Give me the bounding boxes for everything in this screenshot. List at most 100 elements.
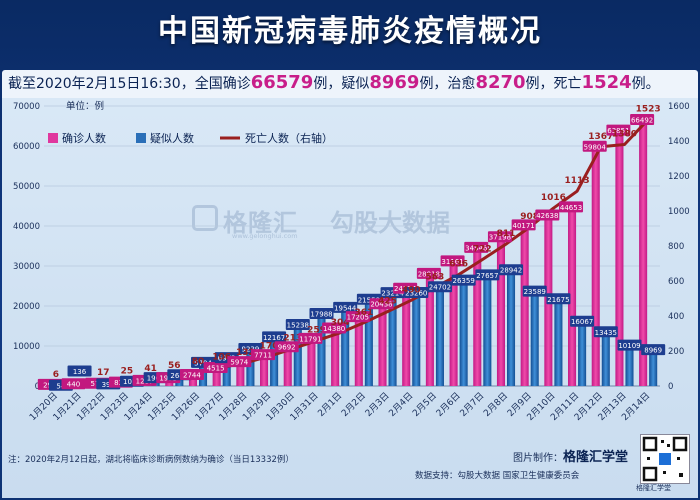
y-right-tick-label: 1400 xyxy=(668,137,690,147)
data-label-suspected: 1072 xyxy=(123,378,141,386)
bar-confirmed xyxy=(591,146,600,386)
y-left-tick-label: 10000 xyxy=(13,342,40,352)
footnote: 注：2020年2月12日起，湖北将临床诊断病例数纳为确诊（当日13332例） xyxy=(8,455,294,465)
bar-suspected xyxy=(317,314,326,386)
data-label-box-confirmed xyxy=(582,140,607,152)
data-label-box-confirmed xyxy=(322,322,347,334)
bar-suspected xyxy=(364,299,373,386)
bar-suspected xyxy=(483,275,492,386)
data-label-confirmed: 34546 xyxy=(465,244,488,252)
data-label-box-confirmed xyxy=(606,124,631,136)
data-label-box-suspected xyxy=(451,274,476,286)
data-label-suspected: 23589 xyxy=(524,288,546,296)
x-tick-label: 2月7日 xyxy=(458,390,487,419)
bar-suspected xyxy=(270,337,279,386)
data-label-confirmed: 20438 xyxy=(370,301,392,309)
data-label-box-suspected xyxy=(617,339,642,351)
data-label-deaths: 56 xyxy=(168,361,181,371)
headline-suffix: 例。 xyxy=(631,76,660,92)
data-label-box-suspected xyxy=(309,308,334,320)
bar-suspected xyxy=(293,325,302,386)
data-label-suspected: 1965 xyxy=(147,375,165,383)
bar-confirmed xyxy=(188,375,197,386)
y-right-tick-label: 1600 xyxy=(668,102,690,112)
legend-swatch-confirmed xyxy=(48,133,58,143)
data-label-suspected: 21675 xyxy=(547,296,569,304)
unit-label: 单位：例 xyxy=(66,100,104,112)
data-label-suspected: 13435 xyxy=(595,329,617,337)
data-label-box-suspected xyxy=(641,344,666,356)
page-title: 中国新冠病毒肺炎疫情概况 xyxy=(158,14,542,49)
data-label-deaths: 563 xyxy=(426,272,445,282)
x-tick-label: 2月4日 xyxy=(387,390,416,419)
data-label-box-suspected xyxy=(499,264,524,276)
data-label-suspected: 54 xyxy=(56,382,65,390)
bar-confirmed xyxy=(236,362,245,386)
data-label-box-suspected xyxy=(522,285,547,297)
data-label-suspected: 19544 xyxy=(334,304,357,312)
bar-confirmed xyxy=(212,367,221,386)
data-label-box-confirmed xyxy=(535,209,560,221)
y-left-tick-label: 0 xyxy=(35,382,40,392)
y-right-tick-label: 1000 xyxy=(668,207,690,217)
data-label-suspected: 28942 xyxy=(500,267,522,275)
bar-confirmed xyxy=(473,247,482,386)
data-label-deaths: 170 xyxy=(260,341,279,351)
qr-code-icon[interactable] xyxy=(640,434,690,484)
bar-confirmed xyxy=(425,273,434,386)
data-label-confirmed: 31161 xyxy=(441,258,463,266)
bar-confirmed xyxy=(354,317,363,386)
data-label-suspected: 10109 xyxy=(618,342,640,350)
data-label-deaths: 17 xyxy=(97,368,110,378)
data-label-deaths: 80 xyxy=(192,357,205,367)
bar-suspected xyxy=(435,287,444,386)
data-label-box-confirmed xyxy=(487,231,512,243)
data-label-deaths: 41 xyxy=(144,364,157,374)
data-label-deaths: 361 xyxy=(354,308,373,318)
headline-deaths: 1524 xyxy=(581,72,632,93)
data-label-suspected: 16067 xyxy=(571,318,593,326)
watermark-url: www.gelonghui.com xyxy=(232,232,298,240)
data-label-confirmed: 28018 xyxy=(418,270,440,278)
bar-suspected xyxy=(530,291,539,386)
headline-summary: 截至2020年2月15日16:30，全国确诊66579例，疑似8969例，治愈8… xyxy=(8,72,698,94)
data-label-confirmed: 14380 xyxy=(323,325,345,333)
data-label-box-confirmed xyxy=(61,378,86,390)
data-label-confirmed: 44653 xyxy=(560,204,582,212)
watermark-partner: 勾股大数据 xyxy=(330,209,450,237)
data-label-suspected: 9239 xyxy=(241,346,259,354)
credit: 图片制作：格隆汇学堂 xyxy=(513,446,628,465)
bar-confirmed xyxy=(568,207,577,386)
data-label-deaths: 811 xyxy=(497,229,516,239)
data-label-suspected: 12167 xyxy=(263,334,285,342)
data-label-deaths: 722 xyxy=(473,245,492,255)
data-label-deaths: 636 xyxy=(449,260,468,270)
x-tick-label: 2月2日 xyxy=(339,390,368,419)
data-label-box-extra xyxy=(67,365,92,377)
data-label-deaths: 490 xyxy=(402,285,421,295)
data-label-confirmed: 440 xyxy=(67,381,80,389)
data-label-confirmed: 37198 xyxy=(489,234,511,242)
data-label-confirmed: 9692 xyxy=(278,344,296,352)
chart-panel xyxy=(2,70,698,498)
legend-label-suspected: 疑似人数 xyxy=(150,132,194,145)
data-label-suspected: 23260 xyxy=(405,289,427,297)
data-label-box-confirmed xyxy=(179,369,204,381)
data-label-confirmed: 2744 xyxy=(183,372,201,380)
bar-confirmed xyxy=(331,328,340,386)
bar-confirmed xyxy=(378,304,387,386)
data-label-box-suspected xyxy=(262,331,287,343)
data-label-confirmed: 42638 xyxy=(536,212,558,220)
data-label-box-confirmed xyxy=(298,332,323,344)
headline-mid2: 例，治愈 xyxy=(419,76,476,92)
data-label-confirmed: 40171 xyxy=(512,222,534,230)
y-left-tick-label: 50000 xyxy=(13,182,40,192)
y-right-tick-label: 400 xyxy=(668,312,684,322)
legend-label-deaths: 死亡人数（右轴） xyxy=(245,131,333,145)
data-label-suspected: 8969 xyxy=(644,347,662,355)
bar-suspected xyxy=(649,350,658,386)
data-label-suspected: 26359 xyxy=(453,277,475,285)
data-label-box-confirmed xyxy=(630,114,655,126)
